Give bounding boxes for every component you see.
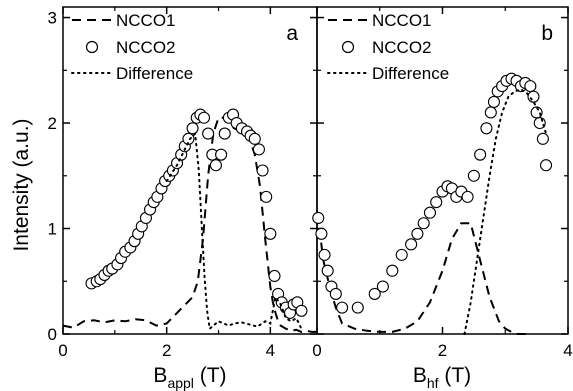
data-point-ncco2 — [480, 122, 493, 135]
data-point-ncco2 — [524, 80, 537, 93]
legend-difference-label-a: Difference — [116, 64, 193, 83]
y-tick-label: 1 — [48, 220, 57, 239]
panel-b-legend: NCCO1 NCCO2 Difference — [327, 11, 449, 83]
x-tick-label: 0 — [312, 341, 321, 360]
panel-a-x-title: Bappl (T) — [153, 364, 226, 391]
panel-a: 0 2 4 0 1 2 3 NCCO1 NCCO2 Difference a Bappl (… — [48, 6, 318, 391]
data-point-ncco2 — [315, 227, 328, 240]
data-point-ncco2 — [539, 159, 553, 172]
panel-a-legend: NCCO1 NCCO2 Difference — [71, 11, 193, 83]
data-point-ncco2 — [202, 127, 215, 140]
data-point-ncco2 — [209, 159, 222, 172]
data-point-ncco2 — [312, 211, 325, 225]
y-tick-label: 3 — [48, 9, 57, 28]
data-point-ncco2 — [376, 280, 389, 293]
data-point-ncco2 — [197, 111, 211, 124]
x-tick-label: 4 — [266, 341, 275, 360]
data-point-ncco2 — [248, 132, 261, 145]
panel-a-letter: a — [286, 22, 298, 45]
legend-ncco2-marker-a — [85, 40, 99, 54]
legend-ncco1-label-b: NCCO1 — [372, 11, 432, 30]
x-tick-label: 2 — [162, 341, 171, 360]
data-point-ncco2 — [484, 106, 497, 119]
panel-b: 0 2 4 NCCO1 NCCO2 Difference b Bhf (T) — [312, 6, 573, 391]
legend-ncco2-marker-b — [341, 40, 355, 54]
panel-b-ticks: 0 2 4 — [312, 7, 573, 360]
data-point-ncco2 — [264, 227, 277, 240]
data-point-ncco2 — [417, 217, 430, 230]
panel-a-plot — [62, 108, 317, 333]
panel-b-plot — [312, 72, 553, 335]
data-point-ncco2 — [215, 148, 228, 161]
panel-b-x-title: Bhf (T) — [413, 364, 471, 391]
data-point-ncco2 — [405, 238, 418, 251]
series-line-ncco1 — [316, 222, 531, 335]
legend-ncco2-label-a: NCCO2 — [116, 38, 176, 57]
data-point-ncco2 — [461, 190, 474, 203]
data-point-ncco2 — [321, 264, 334, 277]
data-point-ncco2 — [351, 301, 364, 314]
data-point-ncco2 — [186, 122, 199, 135]
y-tick-label: 2 — [48, 114, 57, 133]
panel-b-letter: b — [541, 22, 553, 45]
data-point-ncco2 — [252, 143, 265, 156]
data-point-ncco2 — [268, 269, 281, 283]
x-tick-label: 4 — [563, 341, 572, 360]
series-line-difference — [463, 88, 547, 335]
series-line-difference — [165, 131, 303, 331]
data-point-ncco2 — [295, 304, 308, 317]
data-point-ncco2 — [536, 132, 549, 145]
y-axis-title: Intensity (a.u.) — [10, 118, 33, 251]
data-point-ncco2 — [386, 264, 399, 277]
data-point-ncco2 — [487, 95, 501, 108]
data-point-ncco2 — [474, 148, 487, 161]
panel-a-ticks: 0 2 4 0 1 2 3 — [48, 7, 317, 360]
data-point-ncco2 — [368, 287, 381, 300]
legend-ncco1-label-a: NCCO1 — [116, 11, 176, 30]
x-tick-label: 0 — [58, 341, 67, 360]
data-point-ncco2 — [329, 287, 342, 300]
data-point-ncco2 — [182, 132, 195, 145]
panel-b-frame — [316, 6, 569, 335]
legend-ncco2-label-b: NCCO2 — [372, 38, 432, 57]
data-point-ncco2 — [411, 227, 424, 240]
data-point-ncco2 — [430, 196, 443, 209]
data-point-ncco2 — [336, 301, 349, 314]
data-point-ncco2 — [256, 164, 269, 177]
data-point-ncco2 — [423, 206, 437, 219]
data-point-ncco2 — [467, 169, 480, 182]
legend-difference-label-b: Difference — [372, 64, 449, 83]
data-point-ncco2 — [527, 90, 540, 103]
data-point-ncco2 — [318, 248, 331, 261]
data-point-ncco2 — [260, 190, 273, 203]
data-point-ncco2 — [395, 248, 408, 261]
data-point-ncco2 — [218, 127, 231, 140]
y-tick-label: 0 — [48, 325, 57, 344]
x-tick-label: 2 — [438, 341, 447, 360]
